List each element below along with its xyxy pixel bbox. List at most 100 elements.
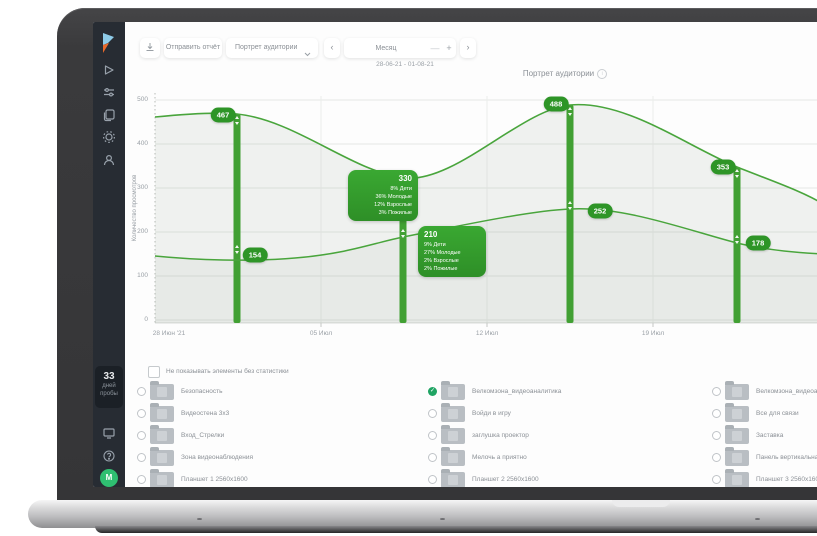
y-tick: 300 xyxy=(137,184,148,191)
tooltip-line: 8% Дети xyxy=(390,186,412,192)
folder-thumbnail-icon xyxy=(725,447,749,466)
item-label: Велкомзона_видеоаналитика xyxy=(472,388,562,395)
prev-period-button[interactable]: ‹ xyxy=(324,38,340,58)
item-radio[interactable] xyxy=(428,431,437,440)
send-report-button[interactable]: Отправить отчёт xyxy=(164,38,222,58)
chevron-down-icon xyxy=(304,46,311,66)
y-axis-title: Количество просмотров xyxy=(132,174,138,242)
tooltip-210: 210 9% Дети 27% Молодые 2% Взрослые 2% П… xyxy=(418,226,486,277)
report-type-value: Портрет аудитории xyxy=(235,44,298,51)
laptop-base-notch xyxy=(612,500,670,507)
item-label: Планшет 3 2560х1600 xyxy=(756,476,817,483)
help-icon[interactable] xyxy=(102,449,116,463)
folder-thumbnail-icon xyxy=(725,381,749,400)
trial-days-badge[interactable]: 33 дней пробы xyxy=(95,366,123,408)
y-tick: 100 xyxy=(137,272,148,279)
x-tick: 12 Июл xyxy=(475,330,499,337)
folder-thumbnail-icon xyxy=(725,469,749,487)
item-radio[interactable] xyxy=(712,453,721,462)
laptop-screw xyxy=(197,518,202,520)
item-label: Панель вертикальная внутр xyxy=(756,454,817,461)
hide-empty-checkbox[interactable] xyxy=(148,366,160,378)
y-tick: 0 xyxy=(144,316,148,323)
app-screen: 33 дней пробы М Отправить отчёт Портрет … xyxy=(93,22,817,487)
x-tick: 05 Июл xyxy=(309,330,333,337)
app-logo[interactable] xyxy=(101,32,117,61)
x-tick: 28 Июн '21 xyxy=(152,330,186,337)
item-radio[interactable] xyxy=(712,431,721,440)
item-radio[interactable] xyxy=(712,387,721,396)
hide-empty-label: Не показывать элементы без статистики xyxy=(166,368,289,375)
item-radio[interactable] xyxy=(137,453,146,462)
item-radio[interactable] xyxy=(428,409,437,418)
tooltip-line: 2% Взрослые xyxy=(424,258,459,264)
item-radio[interactable] xyxy=(137,387,146,396)
item-label: Планшет 2 2560х1600 xyxy=(472,476,539,483)
value-badge[interactable]: 178 xyxy=(745,235,771,251)
tooltip-line: 12% Взрослые xyxy=(374,202,412,208)
laptop-screw xyxy=(755,518,760,520)
series2-area xyxy=(155,208,817,323)
download-report-button[interactable] xyxy=(140,38,160,58)
value-badge[interactable]: 252 xyxy=(587,203,613,219)
value-badge[interactable]: 353 xyxy=(710,159,736,175)
bar-markers xyxy=(235,107,739,254)
tooltip-line: 27% Молодые xyxy=(424,250,461,256)
folder-thumbnail-icon xyxy=(150,425,174,444)
folder-thumbnail-icon xyxy=(441,469,465,487)
report-type-dropdown[interactable]: Портрет аудитории xyxy=(226,38,318,58)
period-selector[interactable]: Месяц — + xyxy=(344,38,456,58)
item-radio[interactable] xyxy=(712,409,721,418)
x-axis-ticks xyxy=(320,323,654,327)
laptop-screw xyxy=(440,518,445,520)
download-icon xyxy=(145,42,155,54)
item-label: Планшет 1 2560х1600 xyxy=(181,476,248,483)
folder-thumbnail-icon xyxy=(150,447,174,466)
sidebar: 33 дней пробы М xyxy=(93,22,125,487)
trial-days-count: 33 xyxy=(103,371,115,382)
value-badge[interactable]: 154 xyxy=(242,247,268,263)
zoom-in-button[interactable]: + xyxy=(446,43,452,53)
value-badge[interactable]: 467 xyxy=(210,107,236,123)
item-label: заглушка проектор xyxy=(472,432,529,439)
folder-thumbnail-icon xyxy=(441,381,465,400)
item-label: Видеостена 3х3 xyxy=(181,410,230,417)
item-radio[interactable] xyxy=(137,475,146,484)
tooltip-line: 9% Дети xyxy=(424,242,446,248)
tooltip-line: 2% Пожилые xyxy=(424,266,458,272)
series1-area xyxy=(155,104,817,323)
display-icon[interactable] xyxy=(102,426,116,440)
item-label: Безопасность xyxy=(181,388,223,395)
item-label: Все для связи xyxy=(756,410,799,417)
sliders-icon[interactable] xyxy=(102,85,116,99)
chart-title: Портрет аудитории i xyxy=(470,69,660,79)
item-radio[interactable]: ✓ xyxy=(428,387,437,396)
period-value: Месяц xyxy=(375,44,397,52)
brightness-settings-icon[interactable] xyxy=(102,130,116,144)
next-period-button[interactable]: › xyxy=(460,38,476,58)
info-icon[interactable]: i xyxy=(597,69,608,79)
play-media-icon[interactable] xyxy=(102,63,116,77)
zoom-out-button[interactable]: — xyxy=(430,43,440,53)
pages-copy-icon[interactable] xyxy=(102,108,116,122)
item-radio[interactable] xyxy=(712,475,721,484)
user-icon[interactable] xyxy=(102,153,116,167)
trial-caption-1: дней xyxy=(102,383,116,389)
horizontal-gridlines xyxy=(155,99,817,321)
item-label: Мелочь а приятно xyxy=(472,454,527,461)
laptop-base xyxy=(28,500,817,528)
folder-thumbnail-icon xyxy=(725,425,749,444)
avatar[interactable]: М xyxy=(100,469,118,487)
item-label: Войди в игру xyxy=(472,410,511,417)
series1-line xyxy=(154,103,817,202)
bar-03[interactable] xyxy=(566,105,574,323)
folder-thumbnail-icon xyxy=(150,403,174,422)
item-radio[interactable] xyxy=(137,409,146,418)
bar-01[interactable] xyxy=(233,114,241,323)
item-radio[interactable] xyxy=(137,431,146,440)
value-badge[interactable]: 488 xyxy=(543,96,569,112)
y-tick: 400 xyxy=(137,140,148,147)
item-radio[interactable] xyxy=(428,475,437,484)
bar-04[interactable] xyxy=(733,167,741,323)
item-radio[interactable] xyxy=(428,453,437,462)
